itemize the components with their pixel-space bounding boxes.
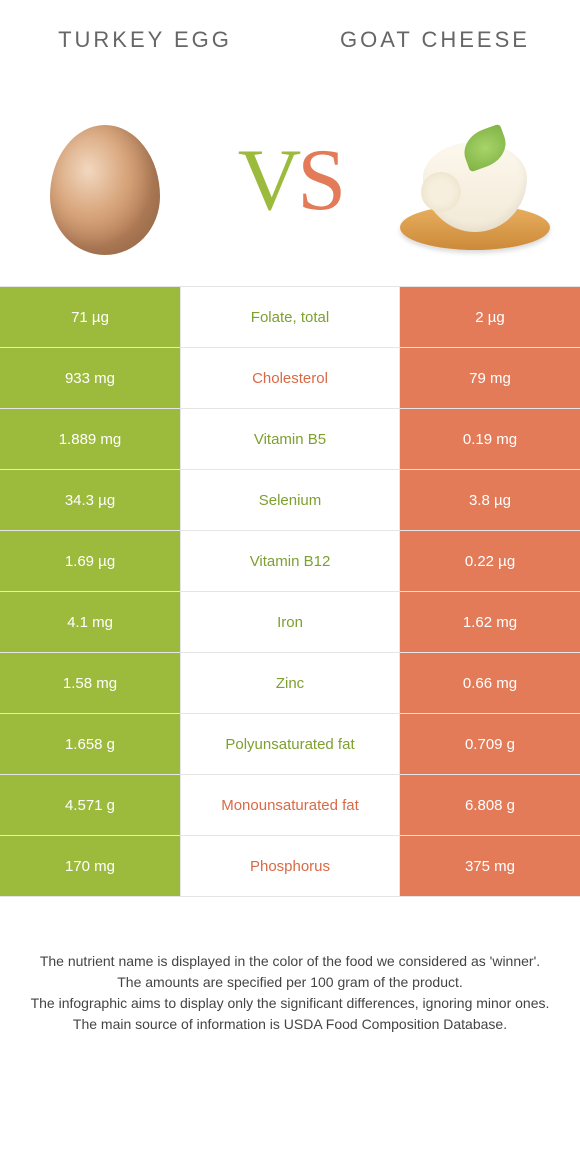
nutrient-label: Cholesterol	[180, 348, 400, 408]
cheese-icon	[395, 100, 555, 260]
left-value: 170 mg	[0, 836, 180, 896]
left-value: 1.658 g	[0, 714, 180, 774]
table-row: 34.3 µgSelenium3.8 µg	[0, 469, 580, 530]
nutrient-label: Vitamin B12	[180, 531, 400, 591]
table-row: 71 µgFolate, total2 µg	[0, 286, 580, 347]
footnote: The nutrient name is displayed in the co…	[0, 951, 580, 1035]
right-value: 375 mg	[400, 836, 580, 896]
right-value: 3.8 µg	[400, 470, 580, 530]
right-value: 2 µg	[400, 287, 580, 347]
left-value: 34.3 µg	[0, 470, 180, 530]
footnote-line: The amounts are specified per 100 gram o…	[20, 972, 560, 993]
left-value: 1.69 µg	[0, 531, 180, 591]
title-left: TURKEY EGG	[0, 27, 290, 53]
table-row: 1.658 gPolyunsaturated fat0.709 g	[0, 713, 580, 774]
nutrient-label: Selenium	[180, 470, 400, 530]
nutrient-label: Folate, total	[180, 287, 400, 347]
table-row: 1.58 mgZinc0.66 mg	[0, 652, 580, 713]
nutrient-label: Vitamin B5	[180, 409, 400, 469]
nutrient-label: Monounsaturated fat	[180, 775, 400, 835]
nutrient-table: 71 µgFolate, total2 µg933 mgCholesterol7…	[0, 286, 580, 897]
left-value: 1.889 mg	[0, 409, 180, 469]
right-value: 0.19 mg	[400, 409, 580, 469]
title-right: GOAT CHEESE	[290, 27, 580, 53]
left-value: 71 µg	[0, 287, 180, 347]
left-value: 4.1 mg	[0, 592, 180, 652]
nutrient-label: Zinc	[180, 653, 400, 713]
table-row: 1.69 µgVitamin B120.22 µg	[0, 530, 580, 591]
table-row: 4.571 gMonounsaturated fat6.808 g	[0, 774, 580, 835]
right-value: 0.709 g	[400, 714, 580, 774]
goat-cheese-image	[390, 100, 560, 260]
nutrient-label: Phosphorus	[180, 836, 400, 896]
hero: VS	[0, 80, 580, 280]
footnote-line: The infographic aims to display only the…	[20, 993, 560, 1014]
turkey-egg-image	[20, 105, 190, 255]
nutrient-label: Polyunsaturated fat	[180, 714, 400, 774]
nutrient-label: Iron	[180, 592, 400, 652]
footnote-line: The main source of information is USDA F…	[20, 1014, 560, 1035]
vs-v: V	[238, 132, 298, 229]
table-row: 170 mgPhosphorus375 mg	[0, 835, 580, 896]
right-value: 1.62 mg	[400, 592, 580, 652]
left-value: 933 mg	[0, 348, 180, 408]
vs-label: VS	[238, 130, 343, 231]
left-value: 1.58 mg	[0, 653, 180, 713]
right-value: 0.66 mg	[400, 653, 580, 713]
table-row: 1.889 mgVitamin B50.19 mg	[0, 408, 580, 469]
right-value: 0.22 µg	[400, 531, 580, 591]
table-row: 4.1 mgIron1.62 mg	[0, 591, 580, 652]
right-value: 79 mg	[400, 348, 580, 408]
vs-s: S	[297, 132, 342, 229]
header: TURKEY EGG GOAT CHEESE	[0, 0, 580, 80]
footnote-line: The nutrient name is displayed in the co…	[20, 951, 560, 972]
egg-icon	[50, 125, 160, 255]
table-row: 933 mgCholesterol79 mg	[0, 347, 580, 408]
right-value: 6.808 g	[400, 775, 580, 835]
left-value: 4.571 g	[0, 775, 180, 835]
